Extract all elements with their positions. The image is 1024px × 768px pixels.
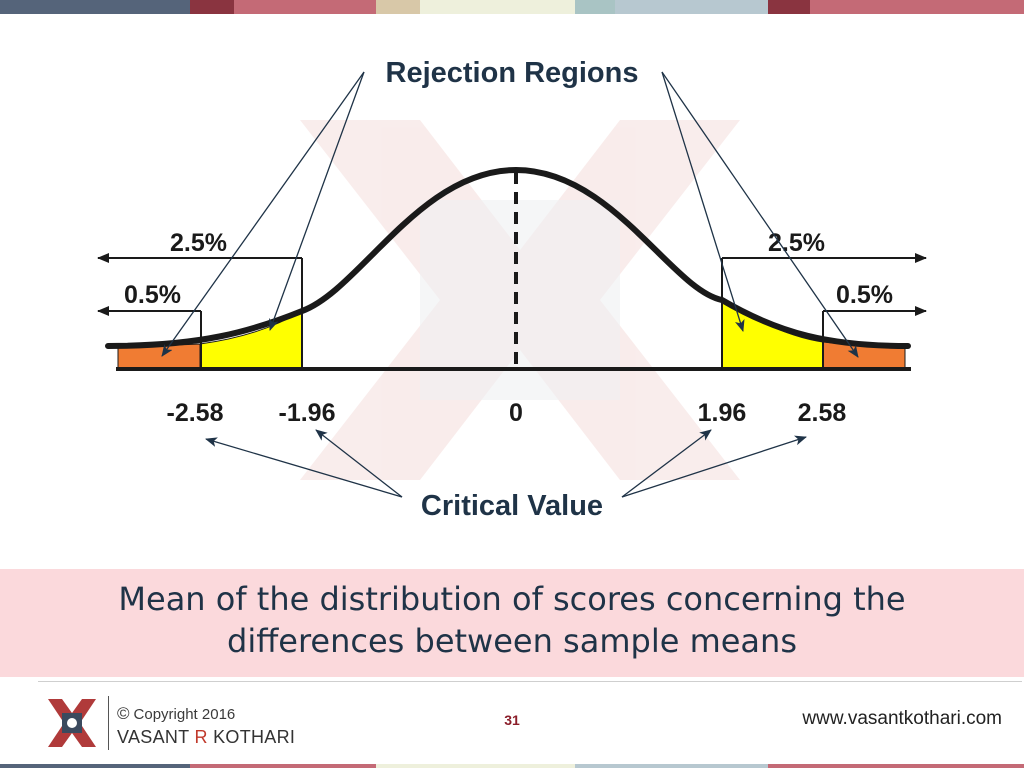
rejection-pointer — [661, 71, 745, 332]
header-stripe — [0, 0, 190, 14]
critical-pointer — [621, 429, 712, 498]
tick-label: -2.58 — [167, 399, 224, 427]
website-link[interactable]: www.vasantkothari.com — [802, 708, 1002, 729]
logo-separator — [108, 696, 109, 750]
header-stripe — [376, 0, 420, 14]
header-stripe — [420, 0, 575, 14]
caption-banner — [0, 569, 1024, 677]
copyright-notice: © Copyright 2016 — [117, 704, 235, 724]
author-last: KOTHARI — [207, 727, 296, 747]
tick-label: 2.58 — [798, 399, 847, 427]
normal-distribution-diagram: 2.5% 0.5% 2.5% 0.5% -2.58 -1.96 0 1.96 2… — [97, 57, 927, 522]
tick-label: 0 — [509, 399, 523, 427]
footer-stripe-bar — [0, 764, 1024, 768]
header-stripe — [810, 0, 1024, 14]
copyright-symbol: © — [117, 704, 130, 723]
author-name: VASANT R KOTHARI — [117, 727, 295, 748]
critical-value-label: Critical Value — [421, 490, 603, 522]
bell-curve — [105, 166, 911, 349]
tick-label: -1.96 — [279, 399, 336, 427]
author-initial: R — [194, 727, 208, 747]
page-number: 31 — [504, 712, 520, 728]
copyright-text: Copyright 2016 — [133, 706, 236, 723]
left-inner-percent: 2.5% — [170, 229, 227, 257]
header-stripe — [190, 0, 234, 14]
caption-line-1: Mean of the distribution of scores conce… — [118, 580, 906, 618]
left-outer-percent: 0.5% — [124, 281, 181, 309]
critical-pointer — [621, 435, 807, 498]
footer-stripe — [376, 764, 575, 768]
rejection-pointer — [269, 71, 365, 331]
watermark-logo — [300, 120, 740, 480]
header-stripe-bar — [0, 0, 1024, 14]
brand-logo — [46, 697, 98, 749]
footer-stripe — [190, 764, 376, 768]
right-inner-percent: 2.5% — [768, 229, 825, 257]
header-stripe — [615, 0, 768, 14]
caption-text: Mean of the distribution of scores conce… — [0, 578, 1024, 662]
header-stripe — [575, 0, 615, 14]
right-outer-percent: 0.5% — [836, 281, 893, 309]
header-stripe — [768, 0, 810, 14]
footer-stripe — [768, 764, 1024, 768]
rejection-pointer — [161, 71, 365, 357]
critical-pointer — [315, 429, 403, 498]
caption-line-2: differences between sample means — [227, 622, 797, 660]
footer-divider — [38, 681, 1022, 682]
author-first: VASANT — [117, 727, 195, 747]
rejection-pointer — [661, 71, 859, 358]
footer-stripe — [0, 764, 190, 768]
footer-stripe — [575, 764, 768, 768]
tick-label: 1.96 — [698, 399, 747, 427]
critical-pointer — [205, 437, 403, 498]
rejection-regions-label: Rejection Regions — [386, 57, 639, 89]
header-stripe — [234, 0, 376, 14]
